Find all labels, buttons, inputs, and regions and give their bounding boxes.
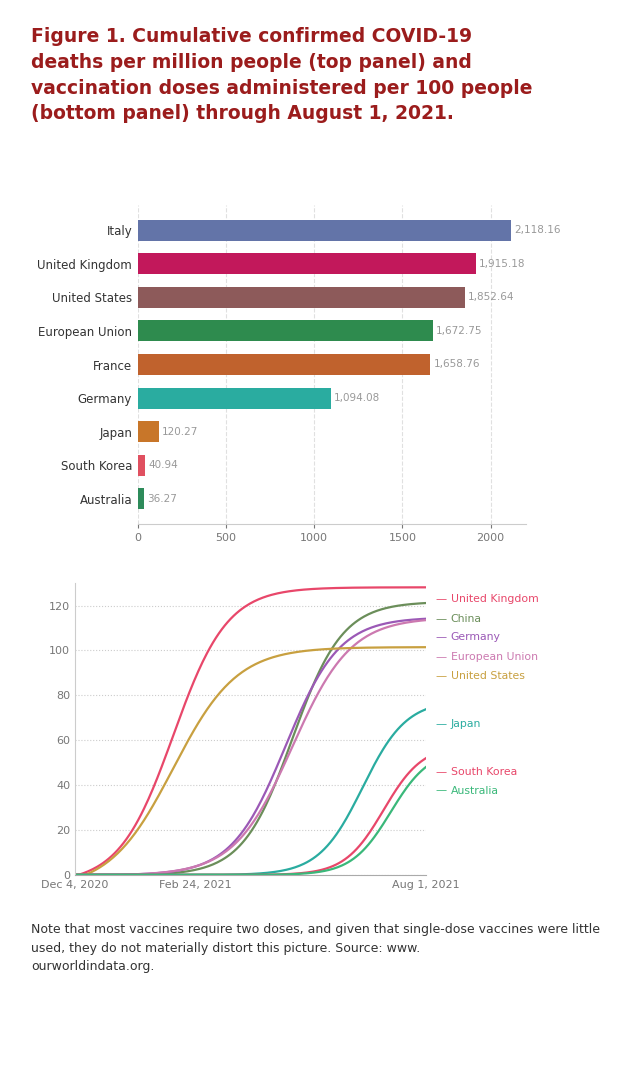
Text: China: China — [451, 613, 482, 624]
Text: 120.27: 120.27 — [162, 427, 198, 436]
Text: —: — — [435, 613, 446, 624]
Text: South Korea: South Korea — [451, 767, 517, 778]
Text: —: — — [435, 785, 446, 796]
Text: —: — — [435, 671, 446, 681]
Text: Note that most vaccines require two doses, and given that single-dose vaccines w: Note that most vaccines require two dose… — [31, 923, 600, 973]
Text: European Union: European Union — [451, 651, 538, 662]
Bar — [138, 219, 511, 241]
Bar — [138, 287, 464, 308]
Text: Japan: Japan — [451, 718, 481, 729]
Bar — [138, 455, 145, 475]
Text: 2,118.16: 2,118.16 — [515, 225, 561, 235]
Text: 36.27: 36.27 — [147, 494, 177, 504]
Bar — [138, 421, 159, 442]
Text: 1,094.08: 1,094.08 — [334, 393, 380, 403]
Text: —: — — [435, 594, 446, 605]
Text: United Kingdom: United Kingdom — [451, 594, 538, 605]
Bar — [138, 321, 433, 341]
Text: 1,915.18: 1,915.18 — [479, 259, 525, 269]
Text: 1,852.64: 1,852.64 — [468, 293, 514, 302]
Text: —: — — [435, 632, 446, 643]
Text: 1,672.75: 1,672.75 — [436, 326, 483, 336]
Text: United States: United States — [451, 671, 525, 681]
Text: Australia: Australia — [451, 785, 499, 796]
Text: 40.94: 40.94 — [148, 460, 178, 470]
Bar — [138, 254, 476, 274]
Text: Figure 1. Cumulative confirmed COVID-19
deaths per million people (top panel) an: Figure 1. Cumulative confirmed COVID-19 … — [31, 27, 533, 123]
Bar — [138, 388, 331, 408]
Text: —: — — [435, 718, 446, 729]
Text: 1,658.76: 1,658.76 — [434, 360, 480, 369]
Bar — [138, 354, 430, 375]
Text: Germany: Germany — [451, 632, 501, 643]
Text: —: — — [435, 767, 446, 778]
Bar — [138, 488, 144, 510]
Text: —: — — [435, 651, 446, 662]
